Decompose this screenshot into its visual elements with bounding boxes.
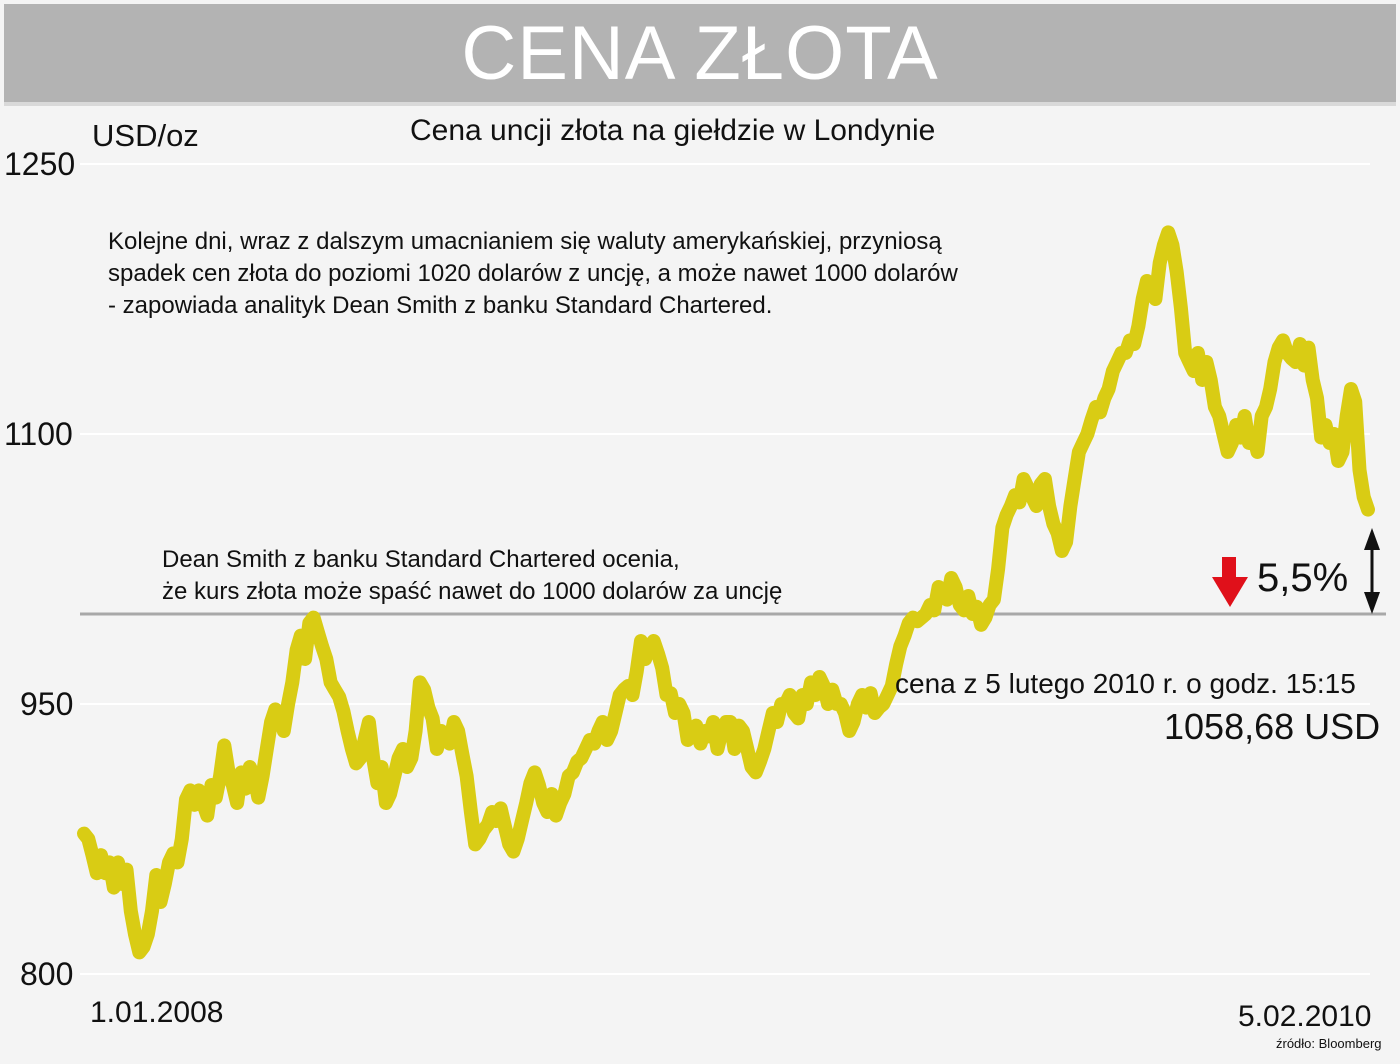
last-price-value: 1058,68 USD <box>1164 706 1381 747</box>
down-arrow-icon <box>1212 557 1248 607</box>
annotation-line: - zapowiada analityk Dean Smith z banku … <box>108 292 773 319</box>
x-end-label: 5.02.2010 <box>1238 1000 1372 1033</box>
drop-percent-label: 5,5% <box>1257 556 1349 600</box>
range-arrow-icon <box>1364 528 1380 614</box>
reference-line-note: Dean Smith z banku Standard Chartered oc… <box>162 544 782 608</box>
annotation-line: Dean Smith z banku Standard Chartered oc… <box>162 546 680 573</box>
y-tick-label: 950 <box>20 686 74 722</box>
series-line-gold-price <box>77 225 1375 960</box>
source-label: źródło: Bloomberg <box>1276 1036 1382 1051</box>
annotation-line: Kolejne dni, wraz z dalszym umacnianiem … <box>108 228 942 255</box>
y-tick-label: 1250 <box>4 146 76 182</box>
x-start-label: 1.01.2008 <box>90 996 224 1029</box>
y-tick-label: 1100 <box>4 416 73 452</box>
chart-subtitle: Cena uncji złota na giełdzie w Londynie <box>410 114 936 147</box>
annotation-line: że kurs złota może spaść nawet do 1000 d… <box>162 578 783 605</box>
analyst-forecast-note: Kolejne dni, wraz z dalszym umacnianiem … <box>108 226 958 322</box>
y-tick-label: 800 <box>20 956 74 992</box>
last-price-date-label: cena z 5 lutego 2010 r. o godz. 15:15 <box>895 668 1356 699</box>
header-bar: CENA ZŁOTA <box>4 4 1396 106</box>
page-title: CENA ZŁOTA <box>461 11 939 96</box>
y-axis-unit-label: USD/oz <box>92 118 199 153</box>
annotation-line: spadek cen złota do poziomi 1020 dolarów… <box>108 260 958 287</box>
